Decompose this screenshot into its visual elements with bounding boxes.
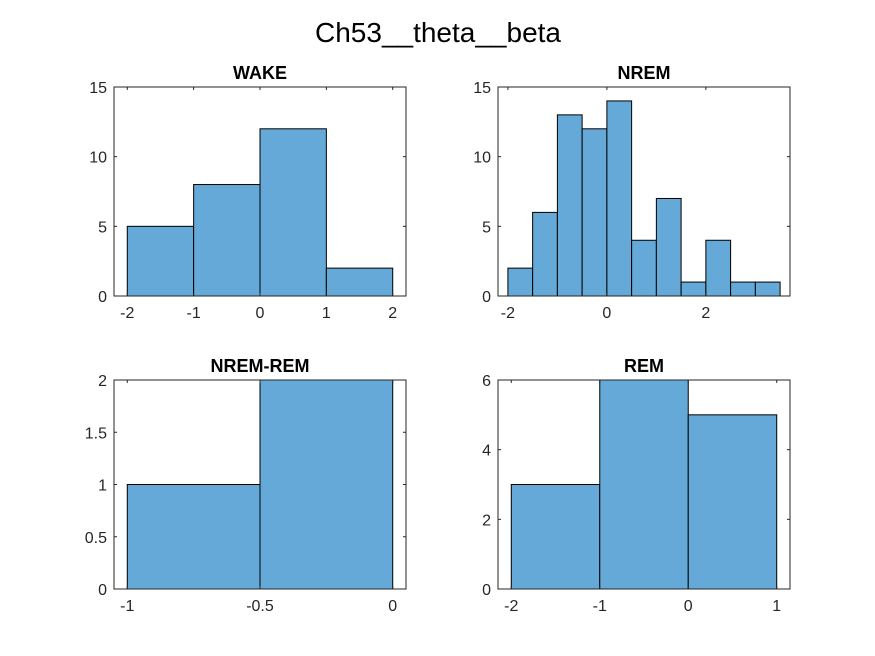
histogram-bar [259,379,394,590]
histogram-bar [687,414,778,590]
histogram-bar [581,128,608,297]
x-tick-label: -2 [120,305,134,322]
x-tick-label: -1 [120,598,134,615]
x-tick-label: 0 [684,598,693,615]
y-tick-label: 15 [89,80,107,97]
y-tick-label: 0 [98,289,107,306]
histogram-bar [325,267,394,297]
histogram-bar [507,267,534,297]
x-tick-label: -2 [501,305,515,322]
histogram-bar [532,211,558,297]
y-tick-label: 15 [473,80,491,97]
subplot-title: NREM [618,63,671,83]
subplot-0: -2 -1 0 1 2 0 5 10 15 WAKE [89,63,407,322]
axes-box [497,379,791,590]
histogram-bar [259,128,327,297]
x-tick-label: -1 [593,598,607,615]
histogram-bar [680,281,707,297]
x-tick-label: 0 [388,598,397,615]
subplot-title: REM [624,356,664,376]
y-tick-label: 5 [482,219,491,236]
x-tick-label: -1 [187,305,201,322]
x-tick-label: 0 [256,305,265,322]
y-tick-label: 0 [482,582,491,599]
y-tick-label: 4 [482,443,491,460]
y-tick-label: 5 [98,219,107,236]
y-tick-label: 0 [482,289,491,306]
x-tick-label: -2 [504,598,518,615]
histogram-bar [730,281,756,297]
y-tick-label: 6 [482,373,491,390]
histogram-bar [705,239,732,297]
subplot-title: NREM-REM [211,356,310,376]
histogram-bar [510,484,601,590]
y-tick-label: 0 [98,582,107,599]
histogram-bar [631,239,657,297]
histogram-bar [599,379,689,590]
y-tick-label: 0.5 [85,530,107,547]
histogram-bar [193,184,261,297]
y-tick-label: 10 [89,150,107,167]
histogram-bar [754,281,781,297]
histogram-bar [655,197,682,297]
histogram-bar [606,100,633,297]
x-tick-label: -0.5 [246,598,274,615]
subplot-title: WAKE [233,63,287,83]
figure-title: Ch53__theta__beta [315,17,561,48]
y-tick-label: 2 [482,512,491,529]
x-tick-label: 0 [602,305,611,322]
subplot-2: -1 -0.5 0 0 0.5 1 1.5 2 NREM-REM [85,356,407,615]
y-tick-label: 2 [98,373,107,390]
x-tick-label: 1 [772,598,781,615]
histogram-bar [126,484,261,590]
y-tick-label: 1 [98,478,107,495]
subplot-3: -2 -1 0 1 0 2 4 6 REM [482,356,791,615]
y-tick-label: 1.5 [85,425,107,442]
y-tick-label: 10 [473,150,491,167]
x-tick-label: 1 [322,305,331,322]
histogram-bar [556,114,583,297]
subplot-1: -2 0 2 0 5 10 15 NREM [473,63,791,322]
axes-box [497,86,791,297]
histogram-bar [126,225,195,297]
x-tick-label: 2 [701,305,710,322]
x-tick-label: 2 [388,305,397,322]
